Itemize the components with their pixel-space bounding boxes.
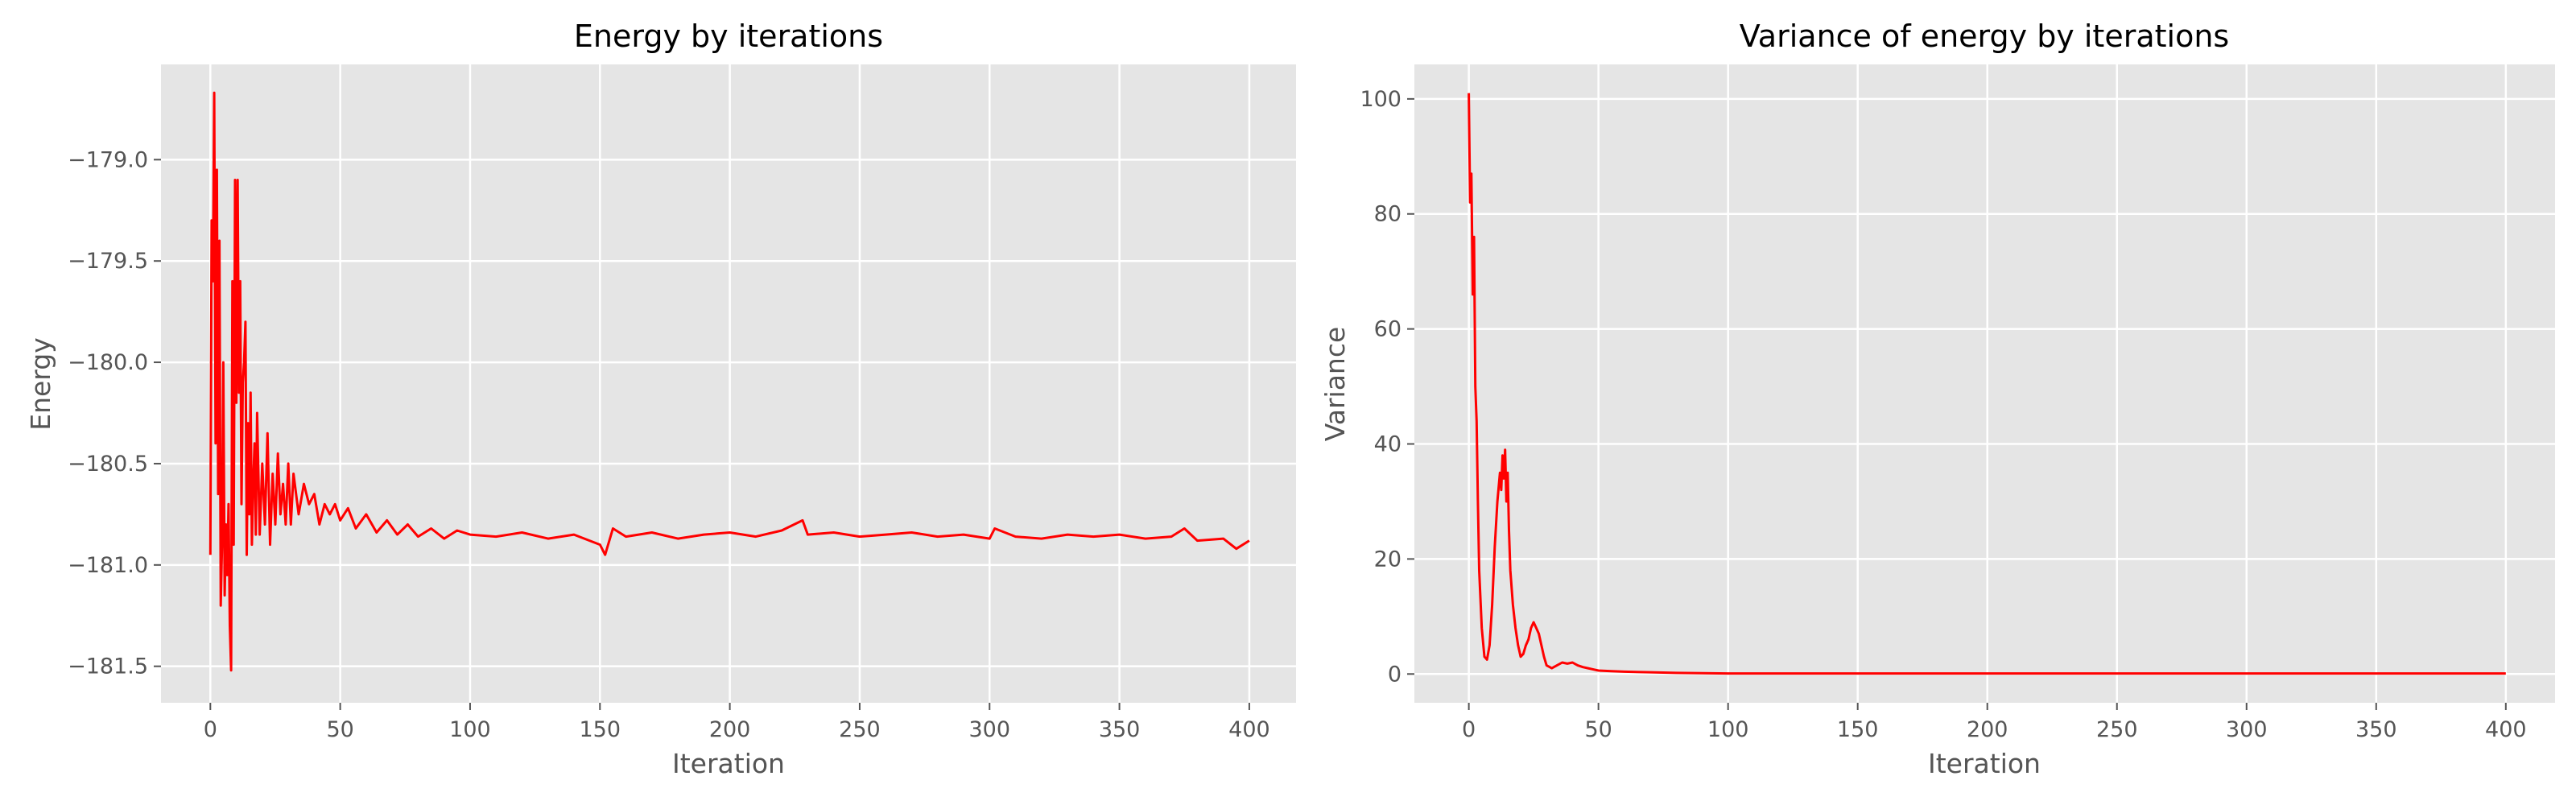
energy-x-tick-label: 0: [204, 717, 217, 742]
energy-x-ticks: 0 50 100 150 200 250 300 350 400: [204, 703, 1270, 742]
energy-y-tick-label: −180.0: [68, 350, 148, 375]
energy-x-tick-label: 200: [709, 717, 751, 742]
energy-x-tick-label: 350: [1099, 717, 1141, 742]
variance-y-axis-label: Variance: [1319, 327, 1351, 442]
variance-chart: Variance of energy by iterations 0 50 100 1…: [1319, 19, 2555, 779]
variance-y-tick-label: 60: [1374, 317, 1402, 342]
variance-y-ticks: 0 20 40 60 80 100: [1360, 87, 1414, 687]
variance-x-tick-label: 350: [2355, 717, 2397, 742]
variance-x-axis-label: Iteration: [1928, 748, 2041, 779]
energy-chart-title: Energy by iterations: [574, 19, 883, 54]
energy-x-axis-label: Iteration: [672, 748, 785, 779]
variance-x-tick-label: 400: [2485, 717, 2527, 742]
energy-x-tick-label: 50: [326, 717, 353, 742]
energy-x-tick-label: 250: [839, 717, 881, 742]
energy-y-tick-label: −181.5: [68, 654, 148, 679]
variance-chart-title: Variance of energy by iterations: [1740, 19, 2229, 54]
variance-x-tick-label: 0: [1462, 717, 1476, 742]
variance-grid: [1414, 64, 2555, 703]
energy-x-tick-label: 150: [580, 717, 621, 742]
variance-x-tick-label: 200: [1967, 717, 2008, 742]
variance-y-tick-label: 80: [1374, 202, 1402, 227]
variance-y-tick-label: 0: [1388, 662, 1402, 687]
energy-x-tick-label: 400: [1228, 717, 1270, 742]
energy-series: [208, 91, 1250, 672]
variance-x-tick-label: 150: [1837, 717, 1879, 742]
energy-x-tick-label: 100: [449, 717, 491, 742]
variance-y-tick-label: 20: [1374, 547, 1402, 572]
variance-y-tick-label: 100: [1360, 87, 1402, 112]
energy-series-line: [208, 91, 1250, 672]
variance-x-ticks: 0 50 100 150 200 250 300 350 400: [1462, 703, 2527, 742]
variance-x-tick-label: 100: [1707, 717, 1749, 742]
variance-series: [1468, 93, 2506, 675]
variance-y-tick-label: 40: [1374, 432, 1402, 457]
energy-y-ticks: −181.5 −181.0 −180.5 −180.0 −179.5 −179.0: [68, 147, 161, 679]
energy-plot-area: [161, 64, 1296, 703]
variance-x-tick-label: 50: [1584, 717, 1612, 742]
variance-series-line: [1468, 93, 2506, 675]
variance-x-tick-label: 250: [2096, 717, 2138, 742]
variance-x-tick-label: 300: [2226, 717, 2268, 742]
energy-grid: [161, 64, 1296, 703]
energy-y-tick-label: −179.5: [68, 249, 148, 274]
energy-y-tick-label: −179.0: [68, 147, 148, 172]
energy-y-tick-label: −181.0: [68, 553, 148, 578]
variance-plot-area: [1414, 64, 2555, 703]
energy-chart: Energy by iterations 0 50 100 150 200 250 300 3…: [25, 19, 1296, 779]
energy-x-tick-label: 300: [968, 717, 1010, 742]
energy-y-axis-label: Energy: [25, 337, 56, 431]
energy-y-tick-label: −180.5: [68, 452, 148, 477]
